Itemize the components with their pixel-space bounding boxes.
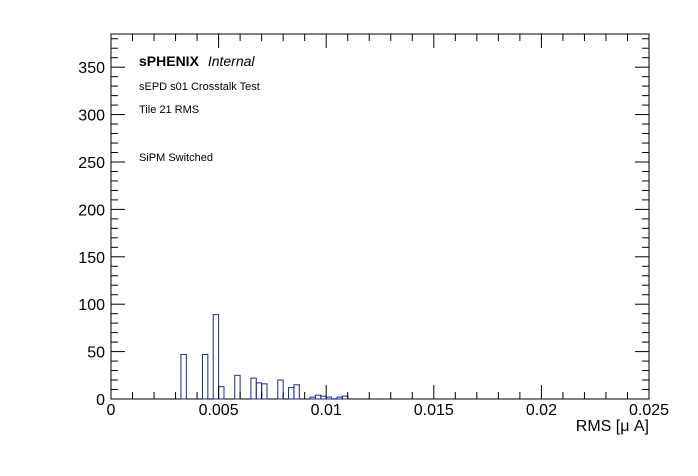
annotation-line-2: Tile 21 RMS [139, 104, 199, 116]
x-axis-title: RMS [μ A] [576, 418, 649, 435]
histogram-bar [277, 379, 284, 400]
y-tick-label: 350 [78, 60, 105, 77]
plot-frame [110, 33, 650, 400]
x-tick-label: 0.005 [199, 402, 239, 419]
y-tick-label: 300 [78, 108, 105, 125]
y-tick-label: 250 [78, 155, 105, 172]
histogram-bar [288, 387, 295, 400]
histogram-bar [218, 386, 225, 400]
y-tick-label: 0 [96, 392, 105, 409]
y-axis: 0 50 100 150 200 250 300 350 [78, 38, 649, 409]
histogram-bar [250, 377, 257, 400]
histogram-bar [341, 395, 349, 400]
histogram-bar [201, 353, 209, 400]
annotation-line-1: sEPD s01 Crosstalk Test [139, 81, 260, 93]
brand-line: sPHENIX Internal [139, 53, 255, 69]
y-tick-label: 200 [78, 202, 105, 219]
annotation-block: sPHENIX Internal sEPD s01 Crosstalk Test… [139, 53, 260, 164]
histogram-bar [180, 353, 187, 400]
status-label: Internal [208, 53, 256, 69]
histogram-bar [336, 396, 343, 400]
y-tick-label: 50 [87, 345, 105, 362]
histogram-bar [212, 314, 220, 400]
histogram-bar [325, 396, 333, 400]
annotation-line-3: SiPM Switched [139, 152, 213, 164]
histogram-bar [261, 383, 268, 400]
x-tick-label: 0.015 [414, 402, 454, 419]
x-tick-label: 0.02 [526, 402, 557, 419]
histogram-bar [234, 374, 241, 400]
histogram-bar [320, 395, 327, 400]
brand-label: sPHENIX [139, 53, 200, 69]
histogram-bar [314, 394, 322, 400]
x-axis: 0 0.005 0.01 0.015 0.02 0.025 [107, 34, 669, 419]
x-tick-label: 0 [107, 402, 116, 419]
x-tick-label: 0.01 [311, 402, 342, 419]
x-tick-label: 0.025 [629, 402, 669, 419]
histogram-bar [255, 382, 263, 400]
histogram-bar [293, 384, 300, 400]
y-tick-label: 150 [78, 250, 105, 267]
y-tick-label: 100 [78, 297, 105, 314]
histogram-bars [180, 314, 349, 400]
histogram-bar [309, 396, 316, 400]
